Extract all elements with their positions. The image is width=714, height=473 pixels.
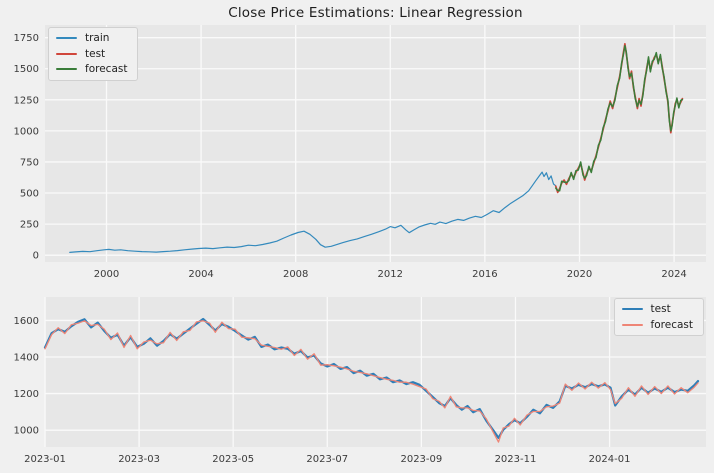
y-tick-label: 1200 (14, 389, 39, 400)
legend-swatch-test (56, 52, 77, 55)
x-tick-label: 2023-09 (400, 454, 442, 465)
legend-item-forecast: forecast (56, 64, 127, 75)
legend-swatch-forecast (621, 323, 643, 326)
legend-label: forecast (85, 63, 128, 75)
gridlines (44, 297, 706, 447)
series-forecast (44, 320, 699, 443)
tick-labels: 2023-01 2023-03 2023-05 2023-07 2023-09 2023-… (14, 316, 631, 465)
series-train (69, 171, 557, 253)
plot-area (45, 297, 706, 447)
x-tick-label: 2023-03 (118, 454, 160, 465)
y-tick-label: 1000 (14, 426, 39, 437)
x-tick-label: 2008 (283, 269, 308, 280)
y-tick-label: 250 (20, 220, 39, 231)
y-tick-label: 1000 (14, 126, 39, 137)
y-tick-label: 1750 (14, 33, 39, 44)
y-tick-label: 750 (20, 157, 39, 168)
chart-canvas: 2000 2004 2008 2012 2016 2020 2024 0 250 500 750 10… (14, 25, 706, 280)
y-tick-label: 1600 (14, 316, 39, 327)
y-tick-label: 1250 (14, 95, 39, 106)
series-test (43, 317, 700, 439)
legend-label: test (650, 303, 671, 315)
legend-swatch-train (56, 37, 77, 40)
chart-title: Close Price Estimations: Linear Regressi… (228, 5, 523, 21)
legend-swatch-test (621, 308, 643, 311)
x-tick-label: 2023-07 (306, 454, 348, 465)
y-tick-label: 500 (20, 189, 39, 200)
tick-labels: 2000 2004 2008 2012 2016 2020 2024 0 250 500 750 10… (14, 33, 687, 280)
x-tick-label: 2023-01 (24, 454, 66, 465)
x-tick-label: 2004 (188, 269, 213, 280)
x-tick-label: 2016 (472, 269, 497, 280)
gridlines (45, 25, 706, 262)
x-tick-label: 2023-11 (495, 454, 537, 465)
y-tick-label: 0 (33, 251, 39, 262)
y-tick-label: 1400 (14, 353, 39, 364)
legend-item-train: train (56, 33, 127, 44)
y-tick-label: 1500 (14, 64, 39, 75)
x-tick-label: 2024-01 (589, 454, 631, 465)
plot-area (45, 25, 706, 262)
x-tick-label: 2012 (378, 269, 403, 280)
legend-label: forecast (650, 318, 693, 331)
legend-item-test: test (621, 303, 693, 315)
legend-item-test: test (56, 47, 127, 60)
legend-label: train (85, 32, 110, 44)
legend: test forecast (613, 298, 704, 336)
legend-swatch-forecast (56, 68, 77, 71)
legend-item-forecast: forecast (621, 318, 693, 331)
series-forecast (555, 45, 684, 192)
x-tick-label: 2020 (567, 269, 592, 280)
x-tick-label: 2023-05 (212, 454, 254, 465)
x-tick-label: 2024 (661, 269, 686, 280)
x-tick-label: 2000 (94, 269, 119, 280)
top-chart: 2000 2004 2008 2012 2016 2020 2024 0 250 500 750 10… (14, 25, 706, 280)
legend: train test forecast (48, 27, 139, 81)
legend-label: test (85, 47, 106, 60)
bottom-chart: 2023-01 2023-03 2023-05 2023-07 2023-09 2023-… (0, 285, 714, 473)
chart-canvas: 2023-01 2023-03 2023-05 2023-07 2023-09 2023-… (14, 297, 706, 465)
